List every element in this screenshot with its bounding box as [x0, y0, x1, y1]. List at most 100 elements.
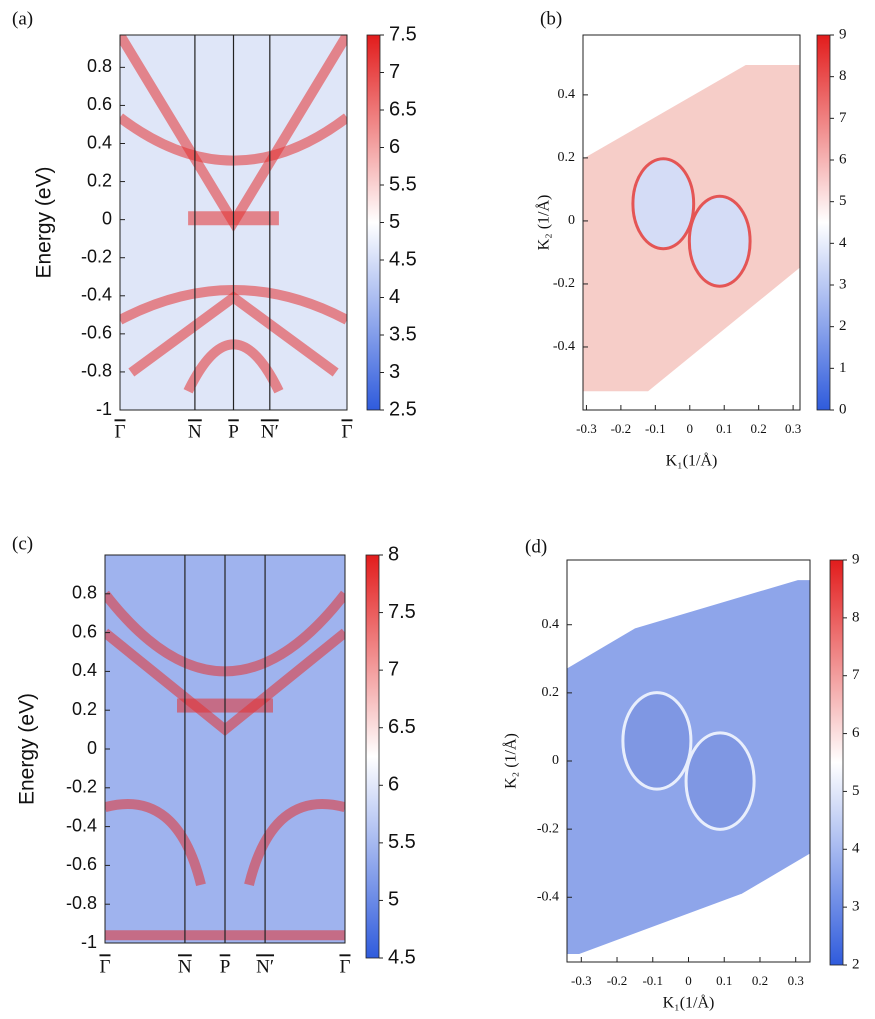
y-tick-label: 0 [102, 208, 112, 228]
colorbar-tick-label: 7 [839, 110, 847, 126]
y-axis-label: Energy (eV) [33, 166, 56, 278]
y-tick-label: 0.6 [87, 94, 112, 114]
y-axis-label: K₂ (1/Å) [535, 195, 553, 251]
y-tick-label: 0.6 [72, 621, 97, 641]
colorbar-tick-label: 6 [852, 725, 860, 741]
x-tick-label: 0 [685, 973, 692, 988]
colorbar-tick-label: 1 [839, 360, 847, 376]
colorbar-tick-label: 3 [389, 361, 400, 383]
x-category-label: Γ [342, 421, 353, 442]
y-tick-label: 0 [552, 753, 559, 768]
x-tick-label: -0.1 [645, 421, 666, 436]
colorbar [816, 34, 831, 411]
panel-label: (b) [540, 8, 562, 29]
panel-label: (a) [12, 8, 33, 29]
x-axis-label: K₁(1/Å) [663, 994, 715, 1012]
y-tick-label: 0.4 [72, 660, 97, 680]
y-tick-label: -0.2 [66, 777, 97, 797]
panel-label: (c) [12, 533, 33, 554]
plot-frame [582, 34, 801, 411]
y-tick-label: -0.4 [537, 889, 559, 904]
colorbar-tick-label: 6 [389, 136, 400, 158]
pocket [687, 194, 752, 288]
colorbar-tick-label: 6.5 [388, 716, 416, 738]
colorbar-tick-label: 6.5 [389, 98, 417, 120]
y-tick-label: -0.4 [66, 815, 97, 835]
y-tick-label: 0.2 [72, 699, 97, 719]
x-category-label: P [220, 956, 231, 977]
y-tick-label: -0.8 [66, 893, 97, 913]
colorbar-tick-label: 4 [839, 235, 847, 251]
colorbar-tick-label: 7 [388, 658, 399, 680]
x-category-label: Γ [340, 956, 351, 977]
x-tick-label: -0.1 [642, 973, 663, 988]
heatmap [583, 65, 800, 392]
y-tick-label: 0.8 [72, 583, 97, 603]
colorbar-tick-label: 2 [852, 956, 860, 972]
y-tick-label: -0.2 [81, 246, 112, 266]
y-tick-label: 0.2 [558, 150, 576, 165]
y-tick-label: 0 [568, 213, 575, 228]
y-tick-label: 0.4 [558, 87, 576, 102]
x-tick-label: 0.3 [788, 973, 804, 988]
pocket [684, 731, 756, 831]
colorbar-tick-label: 5 [839, 193, 847, 209]
y-axis-label: Energy (eV) [16, 693, 39, 805]
y-tick-label: -0.2 [553, 276, 575, 291]
x-category-label: Γ [115, 421, 126, 442]
y-tick-label: -0.6 [66, 854, 97, 874]
y-tick-label: -0.8 [81, 361, 112, 381]
colorbar [829, 559, 844, 966]
colorbar-tick-label: 7 [389, 61, 400, 83]
pocket [621, 691, 693, 791]
colorbar-tick-label: 7.5 [389, 23, 417, 45]
colorbar-tick-label: 5 [852, 783, 860, 799]
colorbar-tick-label: 2.5 [389, 398, 417, 420]
x-category-label: Γ [100, 956, 111, 977]
y-tick-label: -0.2 [537, 821, 559, 836]
colorbar-tick-label: 3 [839, 276, 847, 292]
colorbar-tick-label: 5 [388, 889, 399, 911]
x-tick-label: -0.2 [611, 421, 632, 436]
x-tick-label: 0.1 [716, 421, 732, 436]
colorbar-tick-label: 4.5 [388, 946, 416, 968]
colorbar [366, 34, 381, 411]
y-tick-label: -0.6 [81, 323, 112, 343]
x-tick-label: -0.3 [576, 421, 597, 436]
x-tick-label: -0.3 [571, 973, 592, 988]
x-category-label: P [228, 421, 239, 442]
colorbar-tick-label: 5.5 [389, 173, 417, 195]
y-tick-label: -1 [96, 399, 112, 419]
heatmap [567, 580, 810, 954]
y-tick-label: -0.4 [553, 339, 575, 354]
panel-label: (d) [525, 536, 547, 557]
x-axis-label: K₁(1/Å) [666, 452, 718, 470]
colorbar-tick-label: 6 [839, 151, 847, 167]
colorbar [365, 554, 380, 959]
y-tick-label: 0.4 [542, 617, 560, 632]
y-tick-label: 0.2 [87, 170, 112, 190]
plot-frame [119, 34, 348, 411]
y-tick-label: 0.4 [87, 132, 112, 152]
colorbar-tick-label: 5.5 [388, 831, 416, 853]
x-tick-label: 0.3 [785, 421, 801, 436]
colorbar-tick-label: 8 [388, 543, 399, 565]
colorbar-tick-label: 4 [852, 841, 860, 857]
y-tick-label: 0 [87, 738, 97, 758]
y-tick-label: -0.4 [81, 285, 112, 305]
colorbar-tick-label: 6 [388, 774, 399, 796]
band [105, 798, 206, 887]
colorbar-tick-label: 8 [839, 68, 847, 84]
x-tick-label: 0.2 [751, 421, 767, 436]
x-tick-label: 0 [687, 421, 694, 436]
x-tick-label: -0.2 [607, 973, 628, 988]
band [244, 798, 345, 887]
x-category-label: N′ [256, 956, 274, 977]
y-axis-label: K₂ (1/Å) [502, 733, 520, 789]
x-category-label: N [178, 956, 192, 977]
colorbar-tick-label: 5 [389, 211, 400, 233]
x-tick-label: 0.1 [716, 973, 732, 988]
colorbar-tick-label: 3 [852, 899, 860, 915]
y-tick-label: 0.2 [542, 685, 560, 700]
